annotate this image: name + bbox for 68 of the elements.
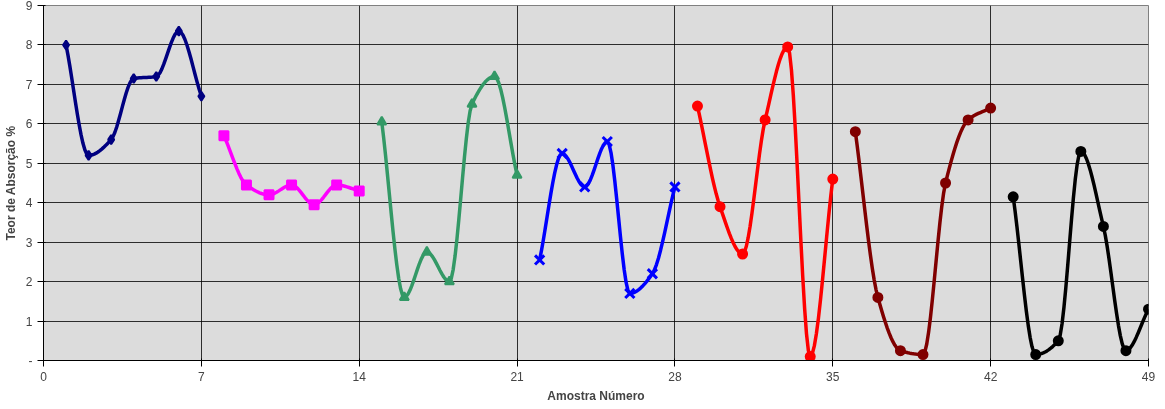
- x-tick-label: 14: [352, 369, 367, 384]
- point: [84, 149, 93, 161]
- point: [1097, 220, 1109, 232]
- point: [511, 168, 523, 179]
- x-tick-label: 0: [40, 369, 48, 384]
- point: [443, 275, 455, 286]
- point: [578, 180, 591, 194]
- y-tick-label: 7: [25, 77, 33, 92]
- point: [152, 71, 161, 82]
- x-tick-label: 35: [826, 369, 840, 384]
- point: [331, 179, 343, 191]
- y-tick-label: 8: [25, 38, 33, 53]
- point: [353, 185, 365, 197]
- point: [62, 39, 71, 51]
- point: [197, 90, 206, 102]
- x-tick-label: 7: [198, 369, 206, 384]
- point: [759, 114, 771, 126]
- point: [601, 135, 614, 148]
- point: [1007, 191, 1019, 203]
- point: [129, 72, 138, 84]
- point: [174, 25, 183, 37]
- y-tick-label: 1: [25, 314, 33, 329]
- point: [1120, 345, 1132, 357]
- y-tick-label: -: [28, 354, 33, 368]
- point: [533, 253, 546, 267]
- point: [398, 291, 410, 301]
- point: [849, 126, 861, 138]
- point: [556, 147, 569, 160]
- point: [737, 248, 749, 260]
- y-tick-label: 9: [25, 0, 33, 13]
- point: [894, 345, 906, 357]
- point: [263, 189, 275, 201]
- y-tick-label: 4: [25, 196, 33, 211]
- x-tick-label: 49: [1141, 369, 1156, 384]
- x-tick-label: 42: [983, 369, 998, 384]
- point: [623, 287, 636, 300]
- point: [489, 70, 501, 81]
- point: [376, 115, 388, 126]
- point: [782, 41, 794, 53]
- point: [466, 97, 478, 108]
- point: [1075, 145, 1087, 157]
- y-tick-label: 3: [25, 235, 33, 250]
- y-axis-title: Teor de Absorção %: [3, 125, 18, 241]
- x-axis-title: Amostra Número: [547, 388, 645, 403]
- point: [691, 100, 703, 112]
- point: [917, 349, 929, 361]
- y-tick-label: 5: [25, 156, 33, 171]
- point: [421, 245, 433, 256]
- point: [240, 179, 252, 191]
- point: [827, 173, 839, 185]
- point: [940, 177, 952, 189]
- point: [804, 351, 816, 361]
- point: [218, 130, 230, 142]
- point: [714, 201, 726, 213]
- y-tick-label: 6: [25, 117, 33, 132]
- x-tick-label: 21: [510, 369, 525, 384]
- y-tick-label: 2: [25, 275, 33, 290]
- point: [962, 114, 974, 126]
- point: [646, 267, 659, 280]
- point: [107, 134, 116, 146]
- point: [286, 179, 298, 191]
- point: [985, 102, 997, 114]
- point: [668, 180, 682, 194]
- x-tick-label: 28: [668, 369, 682, 384]
- point: [1052, 335, 1064, 347]
- point: [872, 291, 884, 303]
- point: [1030, 349, 1042, 361]
- point: [308, 199, 320, 211]
